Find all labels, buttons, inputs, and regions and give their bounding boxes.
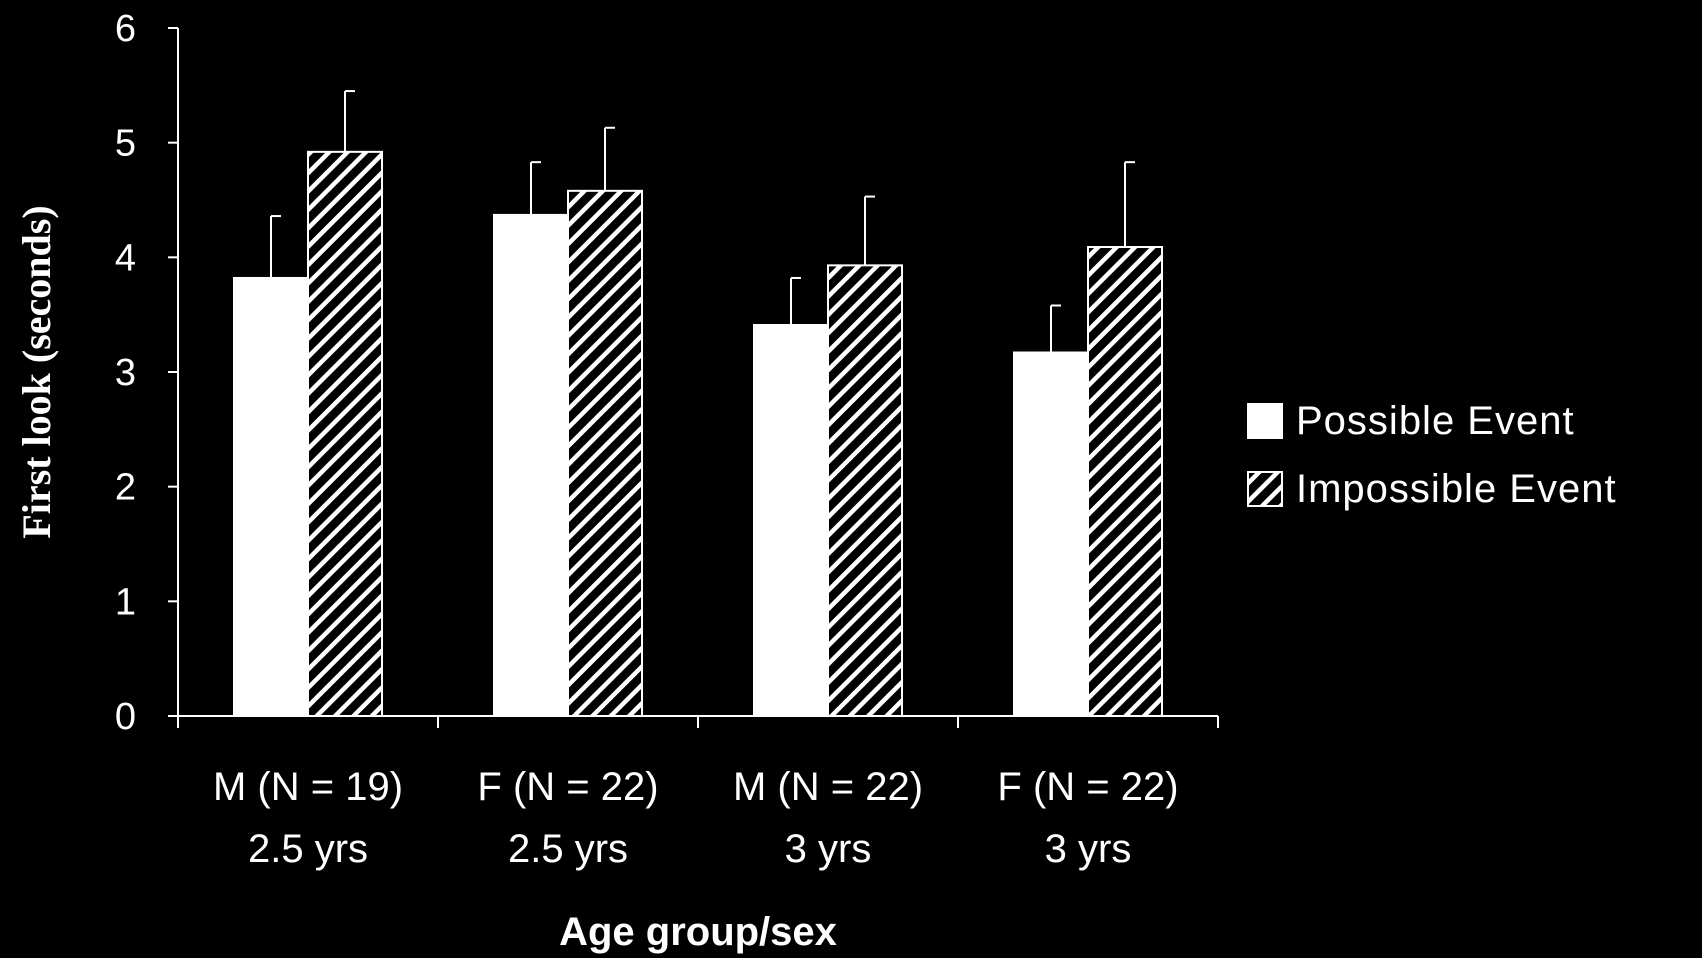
category-label: F (N = 22) [997,765,1178,809]
category-sublabel: 3 yrs [785,827,872,871]
possible-event-bar [1013,351,1089,717]
y-tick-label: 6 [115,8,136,50]
y-tick-label: 5 [115,123,136,165]
y-tick-label: 0 [115,696,136,738]
impossible-event-bar [567,189,643,717]
category-sublabel: 2.5 yrs [248,827,368,871]
error-bars-group [270,90,1135,353]
bars-group [233,150,1163,717]
y-tick-label: 3 [115,352,136,394]
category-label: M (N = 22) [733,765,923,809]
category-sublabel: 2.5 yrs [508,827,628,871]
impossible-event-bar [307,150,383,717]
impossible-event-bar [827,264,903,717]
possible-event-legend-swatch [1247,403,1283,439]
possible-event-bar [493,213,569,717]
y-tick-label: 4 [115,237,136,279]
impossible-event-bar [1087,246,1163,717]
possible-event-bar [753,323,829,717]
legend-label: Possible Event [1296,399,1575,443]
y-axis-title: First look (seconds) [14,205,59,538]
y-tick-label: 2 [115,467,136,509]
impossible-event-legend-swatch [1247,471,1283,507]
x-axis-title: Age group/sex [559,910,837,954]
y-tick-label: 1 [115,581,136,623]
labels-group: 0 1 2 3 4 5 6 M (N = 19) 2.5 yrs F (N = 22) 2.5 yr… [14,8,1179,954]
legend: Possible Event Impossible Event [1247,399,1617,511]
category-label: M (N = 19) [213,765,403,809]
category-label: F (N = 22) [477,765,658,809]
category-sublabel: 3 yrs [1045,827,1132,871]
possible-event-bar [233,276,309,717]
legend-label: Impossible Event [1296,467,1617,511]
